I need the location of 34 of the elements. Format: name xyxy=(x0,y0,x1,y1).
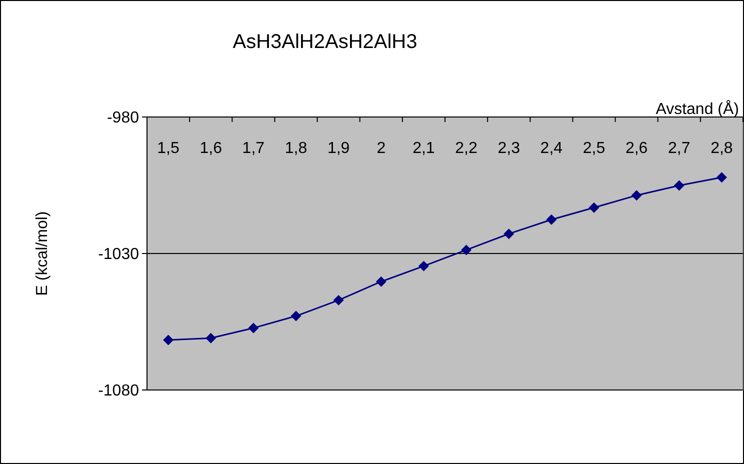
x-tick-label: 2,2 xyxy=(455,140,478,157)
x-tick-label: 2,4 xyxy=(540,140,563,157)
point xyxy=(333,294,344,306)
x-tick-label: 1,6 xyxy=(200,140,222,157)
x-tick-label: 1,7 xyxy=(242,140,265,157)
point xyxy=(631,190,642,201)
point xyxy=(588,202,600,213)
x-axis-title: Avstand (Å) xyxy=(656,100,739,118)
point xyxy=(716,172,727,183)
point xyxy=(248,322,259,334)
x-tick-label: 2,8 xyxy=(710,140,733,157)
y-axis-title: E (kcal/mol) xyxy=(34,211,51,296)
x-tick-label: 2,1 xyxy=(412,140,435,157)
point xyxy=(461,244,472,256)
chart-title: AsH3AlH2AsH2AlH3 xyxy=(232,31,418,53)
x-tick-label: 1,8 xyxy=(284,140,308,157)
x-tick-label: 2,3 xyxy=(498,140,520,157)
point xyxy=(418,260,429,272)
point xyxy=(206,332,216,344)
point xyxy=(290,310,302,322)
x-tick-label: 2,6 xyxy=(625,140,648,157)
x-tick-label: 1,5 xyxy=(157,140,180,157)
x-tick-label: 2 xyxy=(376,140,386,157)
point xyxy=(163,334,174,346)
x-tick-label: 1,9 xyxy=(327,140,350,157)
y-tick-label: -1030 xyxy=(98,246,140,264)
x-tick-label: 2,5 xyxy=(582,140,606,157)
y-tick-label: -1080 xyxy=(98,382,140,400)
y-tick-label: -980 xyxy=(106,110,140,127)
point xyxy=(674,180,684,191)
x-tick-label: 2,7 xyxy=(668,140,690,157)
point xyxy=(504,228,514,240)
point xyxy=(376,276,386,287)
point xyxy=(546,214,557,225)
